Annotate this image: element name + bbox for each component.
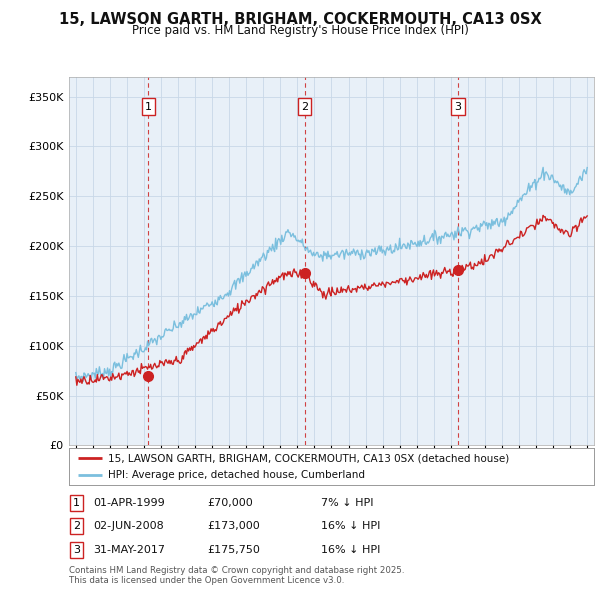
Text: 15, LAWSON GARTH, BRIGHAM, COCKERMOUTH, CA13 0SX: 15, LAWSON GARTH, BRIGHAM, COCKERMOUTH, … [59, 12, 541, 27]
Text: 1: 1 [73, 498, 80, 507]
Text: Price paid vs. HM Land Registry's House Price Index (HPI): Price paid vs. HM Land Registry's House … [131, 24, 469, 37]
Text: 02-JUN-2008: 02-JUN-2008 [93, 522, 164, 531]
Text: 3: 3 [73, 545, 80, 555]
Text: 2: 2 [73, 522, 80, 531]
Text: 15, LAWSON GARTH, BRIGHAM, COCKERMOUTH, CA13 0SX (detached house): 15, LAWSON GARTH, BRIGHAM, COCKERMOUTH, … [109, 453, 509, 463]
Text: 7% ↓ HPI: 7% ↓ HPI [321, 498, 373, 507]
Text: 1: 1 [145, 101, 152, 112]
Text: £70,000: £70,000 [207, 498, 253, 507]
Text: 16% ↓ HPI: 16% ↓ HPI [321, 522, 380, 531]
Text: 3: 3 [454, 101, 461, 112]
Text: £175,750: £175,750 [207, 545, 260, 555]
Text: Contains HM Land Registry data © Crown copyright and database right 2025.
This d: Contains HM Land Registry data © Crown c… [69, 566, 404, 585]
Text: 16% ↓ HPI: 16% ↓ HPI [321, 545, 380, 555]
Text: 31-MAY-2017: 31-MAY-2017 [93, 545, 165, 555]
Text: 2: 2 [301, 101, 308, 112]
Text: HPI: Average price, detached house, Cumberland: HPI: Average price, detached house, Cumb… [109, 470, 365, 480]
Text: £173,000: £173,000 [207, 522, 260, 531]
Text: 01-APR-1999: 01-APR-1999 [93, 498, 165, 507]
